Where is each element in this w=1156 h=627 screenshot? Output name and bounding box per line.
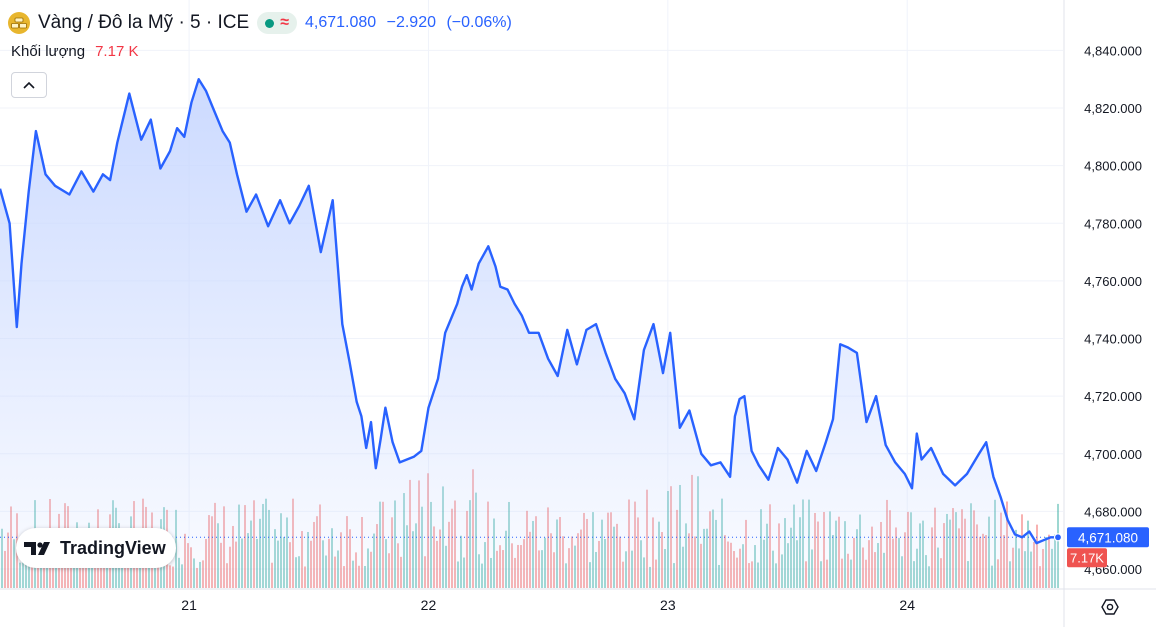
last-price: 4,671.080: [304, 14, 377, 31]
settings-icon: [1101, 599, 1119, 615]
delayed-data-approx-icon: ≈: [280, 14, 289, 31]
collapse-legend-button[interactable]: [11, 72, 47, 98]
tradingview-logo-icon: [24, 542, 50, 555]
chart-settings-button[interactable]: [1098, 595, 1122, 619]
market-open-dot-icon: [265, 18, 275, 28]
gold-bars-icon: [8, 12, 30, 34]
volume-legend: Khối lượng 7.17 K: [11, 43, 138, 60]
y-tick-label: 4,760.000: [1084, 274, 1142, 289]
last-price-point: [1053, 533, 1063, 542]
chevron-up-icon: [23, 81, 35, 89]
status-pill[interactable]: ≈: [257, 12, 297, 34]
chart-header: Vàng / Đô la Mỹ · 5 · ICE ≈ 4,671.080 −2…: [8, 8, 512, 38]
symbol-title[interactable]: Vàng / Đô la Mỹ · 5 · ICE: [38, 12, 250, 33]
last-volume-badge: [1067, 548, 1107, 568]
price-line: [0, 78, 1058, 545]
y-tick-label: 4,820.000: [1084, 101, 1142, 116]
last-price-badge-label: 4,671.080: [1078, 530, 1138, 545]
price-change: −2.920: [386, 14, 436, 31]
volume-label: Khối lượng: [11, 43, 86, 60]
y-tick-label: 4,740.000: [1084, 332, 1142, 347]
y-tick-label: 4,700.000: [1084, 447, 1142, 462]
x-tick-label: 22: [421, 597, 437, 613]
volume-value: 7.17 K: [95, 43, 139, 60]
y-tick-label: 4,800.000: [1084, 159, 1142, 174]
y-tick-label: 4,840.000: [1084, 43, 1142, 58]
x-tick-label: 24: [899, 597, 915, 613]
x-tick-label: 21: [181, 597, 197, 613]
x-tick-label: 23: [660, 597, 676, 613]
tradingview-watermark[interactable]: TradingView: [16, 528, 176, 568]
y-tick-label: 4,720.000: [1084, 389, 1142, 404]
y-tick-label: 4,680.000: [1084, 504, 1142, 519]
tradingview-text: TradingView: [60, 537, 166, 558]
last-price-badge: [1067, 527, 1149, 548]
price-change-percent: (−0.06%): [446, 14, 512, 31]
last-volume-badge-label: 7.17K: [1070, 550, 1104, 565]
y-tick-label: 4,780.000: [1084, 216, 1142, 231]
price-info: 4,671.080 −2.920 (−0.06%): [305, 14, 512, 32]
